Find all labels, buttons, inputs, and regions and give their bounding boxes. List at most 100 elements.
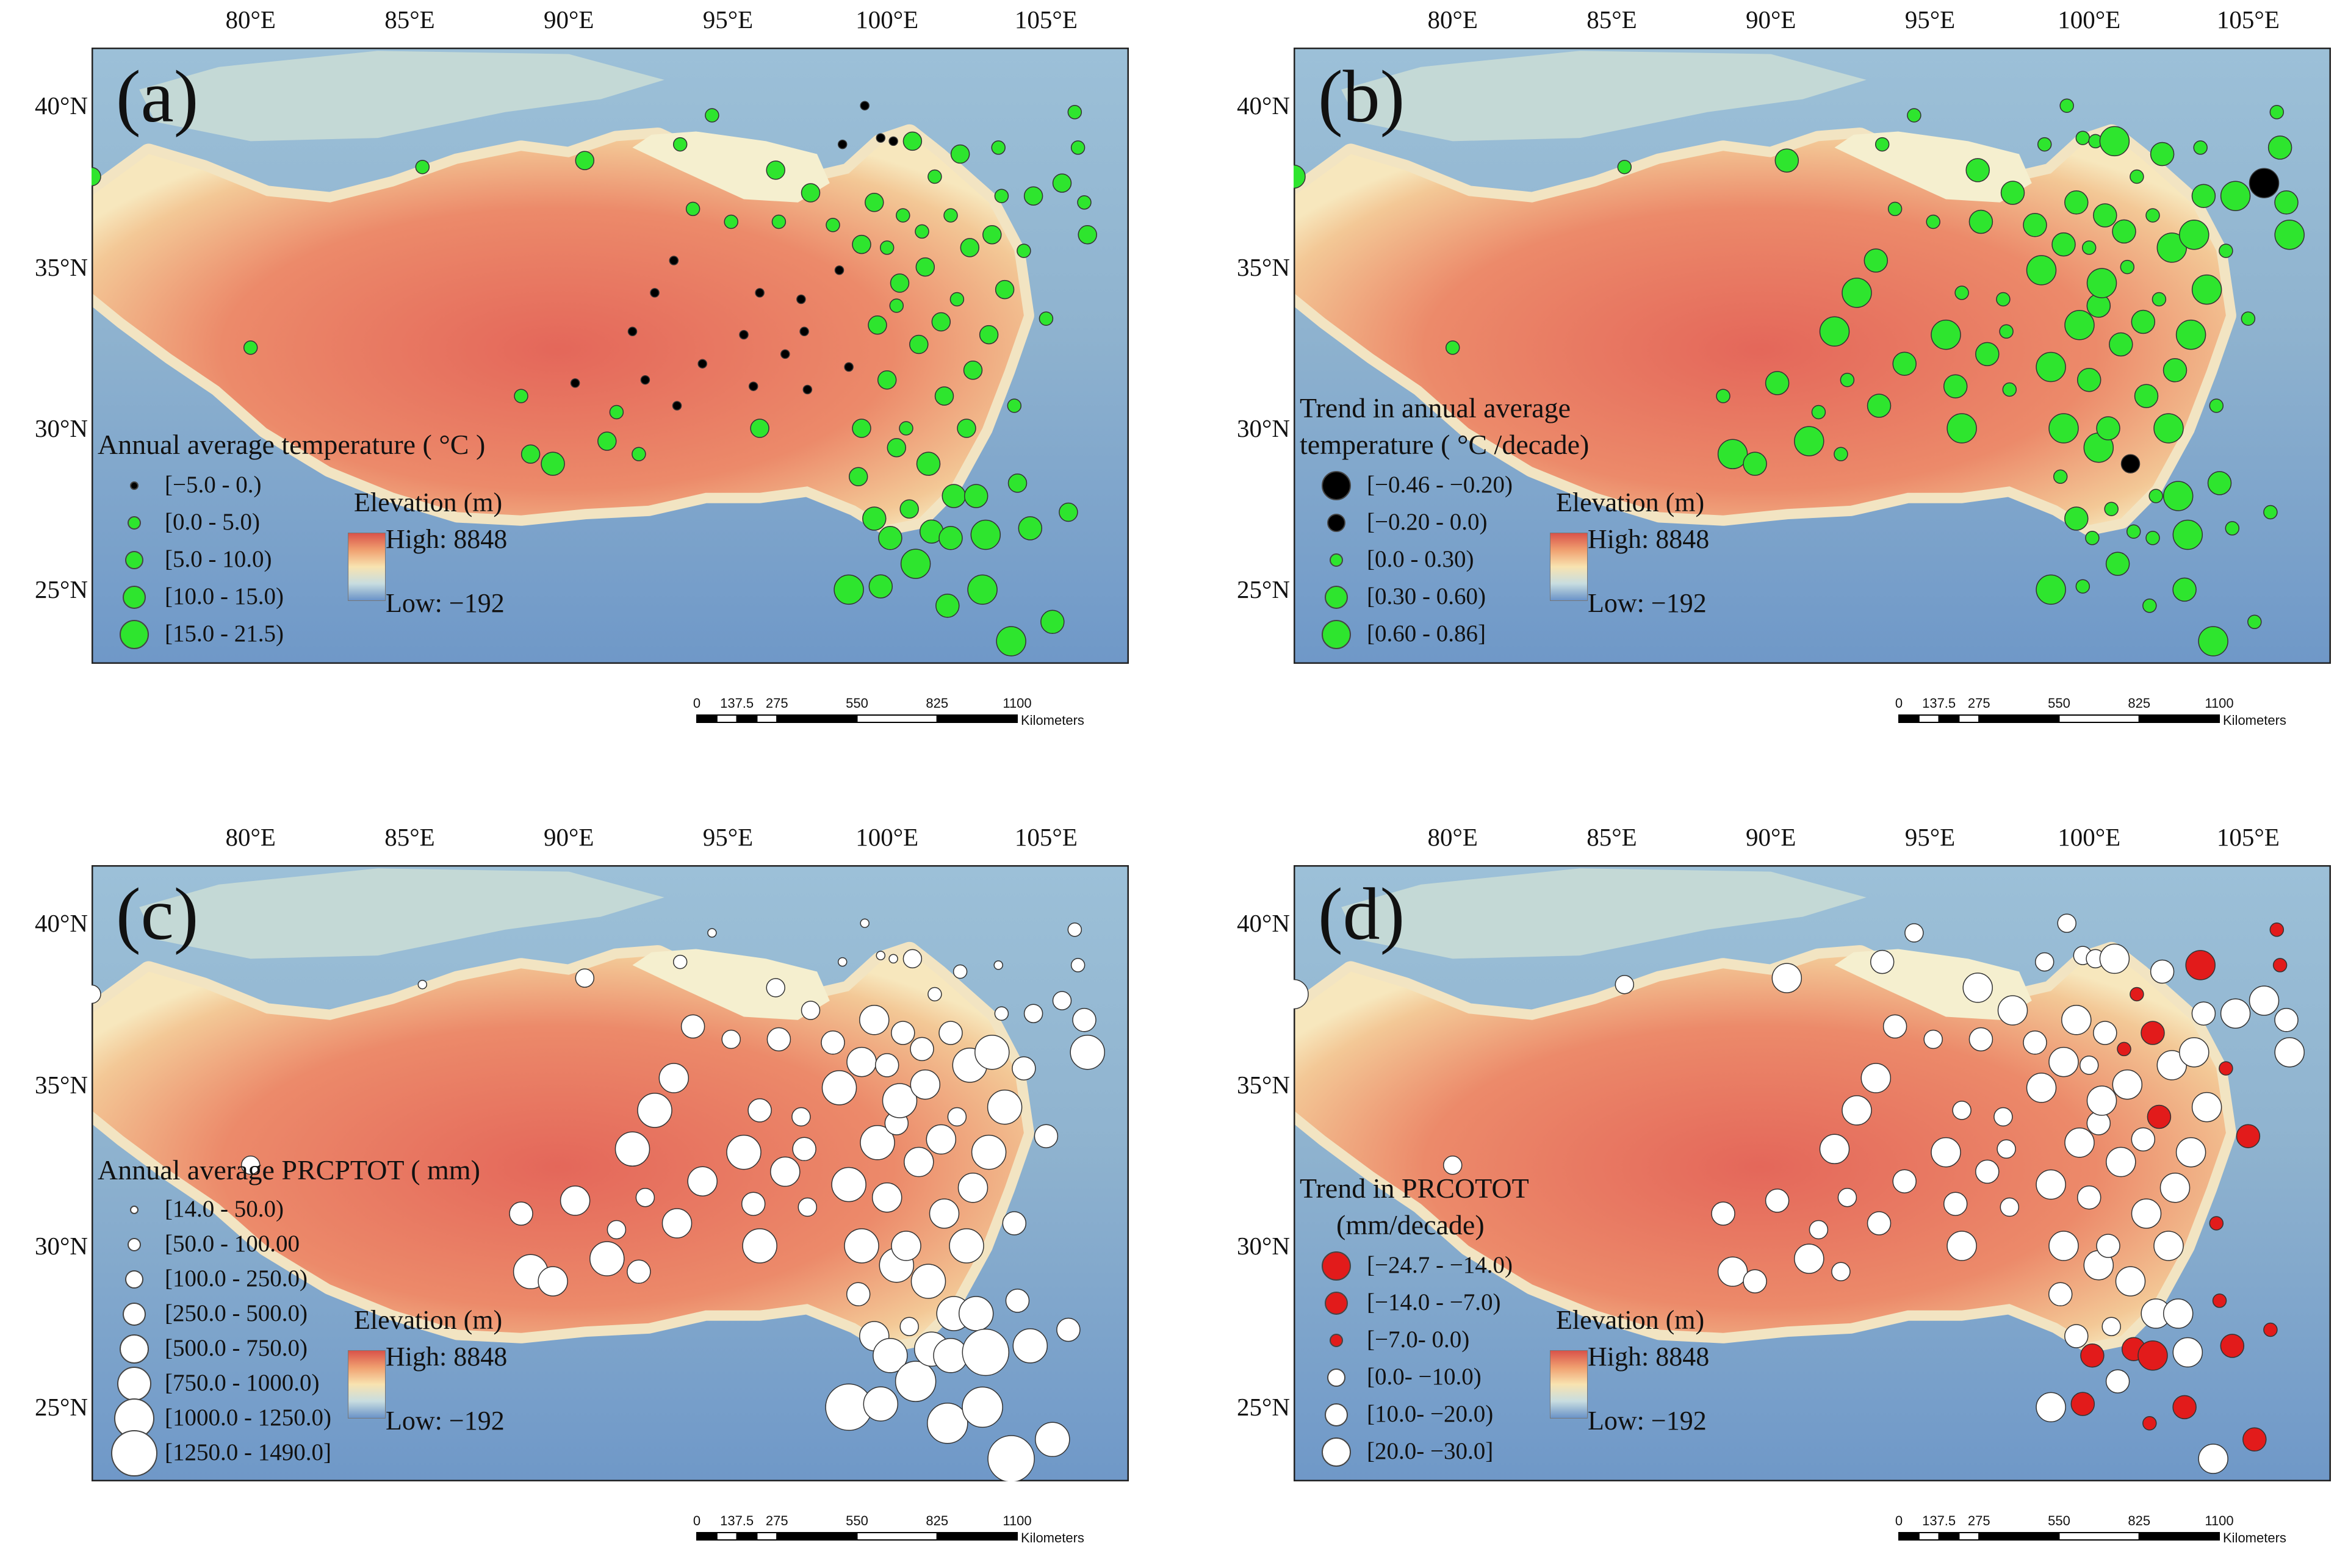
legend-symbol bbox=[1322, 470, 1351, 500]
legend-item-label: [750.0 - 1000.0) bbox=[165, 1369, 320, 1396]
station-marker bbox=[2096, 416, 2120, 441]
station-marker bbox=[862, 506, 887, 531]
longitude-label: 90°E bbox=[1745, 5, 1796, 34]
station-marker bbox=[1993, 1107, 2013, 1127]
longitude-label: 85°E bbox=[1586, 823, 1637, 851]
station-marker bbox=[902, 131, 923, 151]
station-marker bbox=[742, 1228, 777, 1264]
station-marker bbox=[1771, 963, 1802, 993]
station-marker bbox=[1743, 451, 1767, 476]
longitude-label: 100°E bbox=[2058, 5, 2121, 34]
station-marker bbox=[2064, 1127, 2095, 1158]
station-marker bbox=[1070, 1034, 1105, 1070]
station-marker bbox=[916, 451, 941, 476]
station-marker bbox=[846, 1282, 871, 1307]
station-marker bbox=[609, 405, 624, 420]
station-marker bbox=[871, 1182, 902, 1213]
station-marker bbox=[2130, 169, 2144, 184]
station-marker bbox=[844, 1228, 879, 1264]
station-marker bbox=[899, 1317, 919, 1336]
legend-symbol bbox=[120, 619, 149, 649]
station-marker bbox=[2080, 1343, 2105, 1368]
station-marker bbox=[669, 256, 679, 265]
station-marker bbox=[801, 1001, 821, 1020]
legend-item-label: [100.0 - 250.0) bbox=[165, 1265, 308, 1292]
tarim-basin bbox=[1341, 868, 1867, 959]
station-marker bbox=[2191, 1091, 2222, 1123]
longitude-label: 95°E bbox=[702, 5, 754, 34]
station-marker bbox=[2198, 1444, 2228, 1474]
station-marker bbox=[2048, 1231, 2079, 1261]
longitude-label: 80°E bbox=[1427, 823, 1478, 851]
station-marker bbox=[92, 167, 101, 187]
scale-tick-label: 825 bbox=[926, 1513, 949, 1528]
legend-symbol bbox=[1327, 513, 1345, 532]
station-marker bbox=[1867, 1211, 1892, 1235]
scale-segment bbox=[696, 714, 718, 723]
scale-unit-label: Kilometers bbox=[2223, 713, 2286, 728]
station-marker bbox=[2000, 1197, 2020, 1217]
longitude-label: 105°E bbox=[2216, 823, 2280, 851]
elevation-color-ramp bbox=[1550, 533, 1588, 601]
elevation-color-ramp bbox=[348, 533, 386, 601]
station-marker bbox=[1819, 316, 1850, 347]
station-marker bbox=[791, 1107, 811, 1127]
station-marker bbox=[1931, 319, 1961, 350]
station-marker bbox=[2219, 243, 2233, 258]
scale-tick-label: 1100 bbox=[1003, 696, 1032, 711]
station-marker bbox=[910, 1264, 946, 1299]
map-panel-d: 80°E 85°E 90°E 95°E 100°E 105°E 40°N 35°N 30°N 25… bbox=[1202, 818, 2348, 1568]
longitude-label: 95°E bbox=[1904, 823, 1956, 851]
scale-segment bbox=[1978, 714, 2060, 723]
station-marker bbox=[1996, 292, 2011, 307]
elevation-legend-title: Elevation (m) bbox=[1556, 487, 1705, 517]
station-marker bbox=[2036, 351, 2066, 383]
station-marker bbox=[2057, 913, 2076, 933]
station-marker bbox=[938, 1021, 963, 1045]
station-marker bbox=[1034, 1124, 1059, 1148]
elevation-map bbox=[1294, 865, 2331, 1481]
station-marker bbox=[873, 1338, 908, 1373]
longitude-label: 80°E bbox=[225, 823, 276, 851]
station-marker bbox=[1997, 995, 2028, 1026]
station-marker bbox=[1070, 958, 1086, 973]
scale-tick-label: 1100 bbox=[1003, 1513, 1032, 1528]
tibetan-plateau bbox=[92, 134, 1024, 525]
station-marker bbox=[831, 1167, 866, 1203]
station-marker bbox=[1962, 973, 1993, 1003]
station-marker bbox=[1874, 137, 1890, 152]
map-panel-b: 80°E 85°E 90°E 95°E 100°E 105°E 40°N 35°N 30°N 25… bbox=[1202, 0, 2348, 750]
station-marker bbox=[243, 340, 258, 355]
station-marker bbox=[1035, 1422, 1070, 1458]
station-marker bbox=[640, 375, 650, 385]
legend-item-label: [−5.0 - 0.) bbox=[165, 471, 262, 498]
station-marker bbox=[1842, 1095, 1872, 1126]
station-marker bbox=[2141, 1021, 2165, 1045]
scale-segment bbox=[1958, 1532, 1980, 1541]
station-marker bbox=[2086, 1085, 2117, 1116]
legend-title: temperature ( °C /decade) bbox=[1300, 429, 1590, 460]
station-marker bbox=[755, 288, 765, 298]
station-marker bbox=[1012, 1328, 1048, 1364]
latitude-label: 40°N bbox=[1236, 909, 1290, 938]
station-marker bbox=[2036, 1392, 2066, 1423]
legend-symbol bbox=[123, 585, 146, 609]
station-marker bbox=[575, 151, 595, 170]
station-marker bbox=[2274, 219, 2305, 250]
station-marker bbox=[2037, 137, 2052, 152]
station-marker bbox=[1892, 1169, 1917, 1193]
station-marker bbox=[1078, 225, 1097, 245]
station-marker bbox=[1923, 1029, 1943, 1049]
map-frame bbox=[1294, 48, 2331, 664]
longitude-label: 80°E bbox=[225, 5, 276, 34]
station-marker bbox=[2099, 943, 2130, 974]
station-marker bbox=[949, 292, 965, 307]
station-marker bbox=[1067, 922, 1082, 937]
station-marker bbox=[1007, 398, 1022, 413]
station-marker bbox=[1442, 1156, 1463, 1175]
scale-segment bbox=[776, 1532, 858, 1541]
station-marker bbox=[979, 325, 999, 345]
station-marker bbox=[2269, 922, 2285, 937]
station-marker bbox=[1070, 140, 1086, 155]
station-marker bbox=[967, 574, 998, 605]
